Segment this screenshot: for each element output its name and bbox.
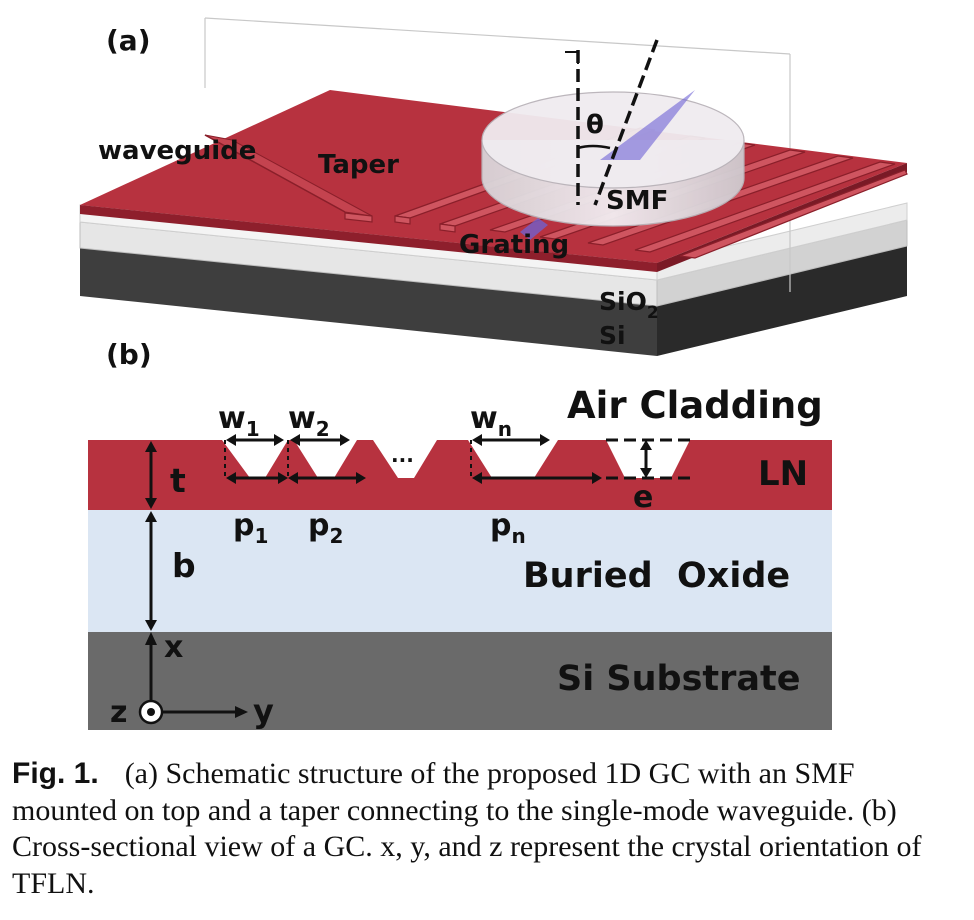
- sio2-label: SiO2: [599, 287, 659, 323]
- taper-label: Taper: [318, 150, 399, 180]
- air-cladding-label: Air Cladding: [567, 384, 823, 427]
- grating-label: Grating: [459, 230, 569, 260]
- groove-guides: [224, 440, 472, 478]
- y-axis-label: y: [253, 692, 274, 730]
- caption-figure-label: Fig. 1.: [12, 757, 99, 790]
- e-label: e: [633, 480, 653, 515]
- beam-plane-lower: [520, 218, 548, 240]
- p2-label: p2: [308, 508, 343, 548]
- smf-cylinder-3d: [481, 39, 745, 240]
- si-substrate-layer: [88, 632, 832, 730]
- b-arrow: [145, 511, 157, 631]
- panel-b-label: (b): [106, 338, 152, 371]
- wn-label: wn: [470, 401, 512, 441]
- waveguide-label: waveguide: [98, 136, 256, 166]
- si-label: Si: [599, 321, 626, 350]
- w2-label: w2: [288, 401, 330, 441]
- figure-caption: Fig. 1. (a) Schematic structure of the pr…: [12, 756, 967, 902]
- pn-label: pn: [490, 508, 526, 548]
- buried-oxide-layer: [88, 510, 832, 632]
- buried-oxide-label: Buried Oxide: [523, 556, 790, 596]
- smf-label: SMF: [606, 186, 668, 216]
- right-angle-marker: [565, 51, 579, 64]
- period-arrows: [226, 472, 602, 484]
- si-substrate-label: Si Substrate: [557, 659, 800, 699]
- coordinate-axes: [138, 632, 248, 725]
- theta-arc: [577, 144, 611, 150]
- beam-plane-upper: [600, 90, 695, 160]
- theta-label: θ: [586, 110, 604, 140]
- ln-label: LN: [758, 454, 808, 494]
- width-arrows: [226, 434, 550, 446]
- si-layer-3d: [80, 246, 907, 356]
- p1-label: p1: [233, 508, 268, 548]
- x-axis-label: x: [164, 630, 183, 665]
- z-axis-label: z: [110, 695, 127, 730]
- panel-b: (b): [88, 338, 832, 730]
- t-arrow: [145, 441, 157, 509]
- etch-depth-indicator: [606, 438, 690, 480]
- ln-layer: [88, 440, 832, 510]
- fiber-axis-line: [593, 39, 659, 206]
- b-label: b: [172, 546, 196, 585]
- t-label: t: [170, 461, 186, 500]
- panel-a-label: (a): [106, 24, 151, 57]
- dots-label: ...: [391, 443, 414, 467]
- caption-text: (a) Schematic structure of the proposed …: [12, 757, 922, 900]
- w1-label: w1: [218, 401, 260, 441]
- panel-a: (a): [79, 17, 908, 356]
